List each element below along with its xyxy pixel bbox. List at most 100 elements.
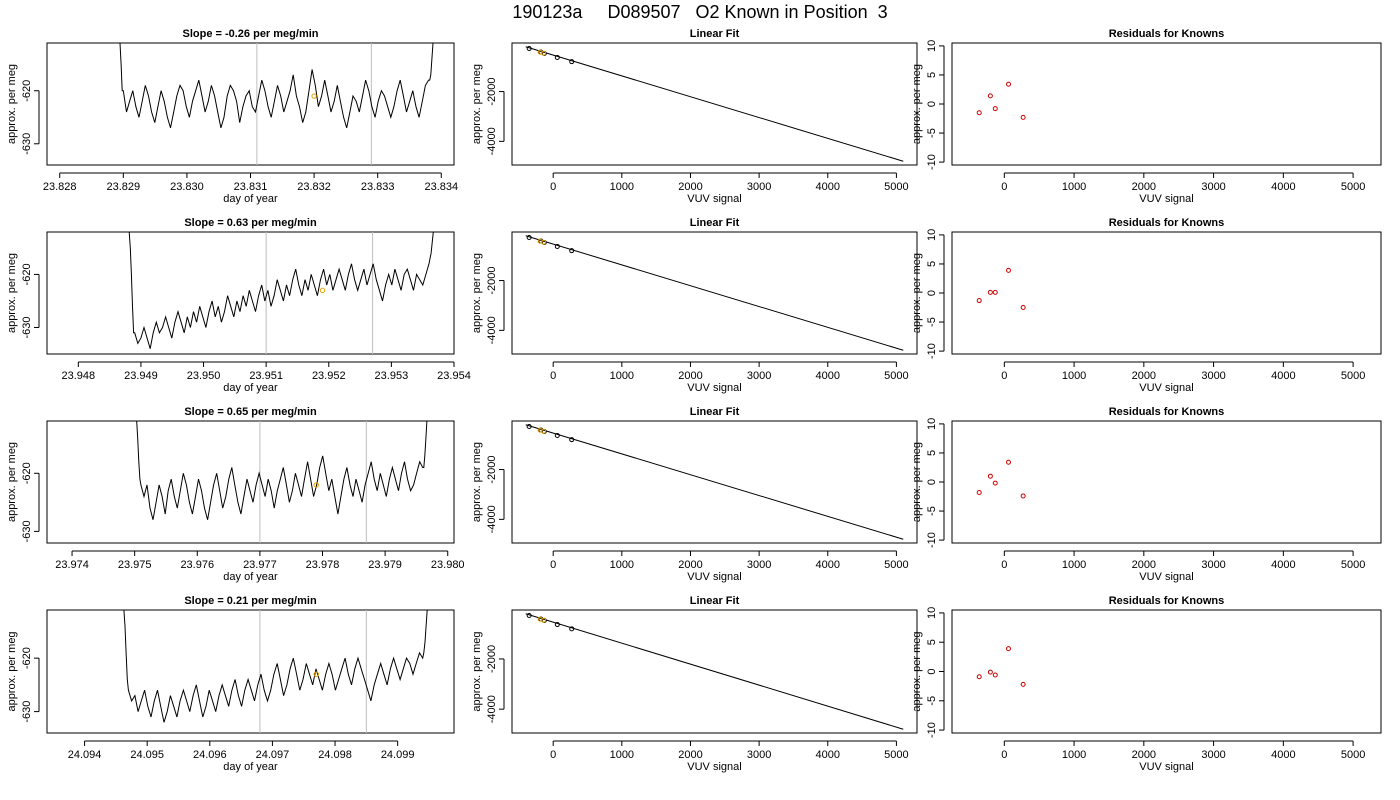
x-tick-label: 23.976 <box>180 559 214 571</box>
x-axis-label: VUV signal <box>1139 382 1193 394</box>
fit-line <box>525 613 904 730</box>
plot-area <box>976 81 1026 120</box>
x-tick-label: 23.980 <box>431 559 465 571</box>
y-axis-label: approx. per meg <box>911 631 923 711</box>
plot-area <box>525 234 904 351</box>
x-tick-label: 3000 <box>1201 749 1225 761</box>
y-tick-label: 5 <box>926 450 938 456</box>
plot-frame <box>46 42 455 166</box>
y-tick-label: 5 <box>926 639 938 645</box>
x-tick-label: 23.829 <box>106 181 140 193</box>
x-tick-label: 23.833 <box>361 181 395 193</box>
x-tick-label: 23.832 <box>297 181 331 193</box>
x-axis-label: day of year <box>223 382 278 394</box>
x-tick-label: 5000 <box>884 370 908 382</box>
residual-point <box>992 289 998 295</box>
data-point <box>569 437 575 443</box>
plot-frame <box>511 420 918 544</box>
panel-title: Residuals for Knowns <box>1109 595 1225 607</box>
residual-point <box>992 480 998 486</box>
y-tick-label: -630 <box>21 520 33 542</box>
x-tick-label: 24.099 <box>381 749 415 761</box>
data-point <box>554 622 560 628</box>
x-tick-label: 3000 <box>747 749 771 761</box>
panel-title: Linear Fit <box>690 217 740 229</box>
y-axis-label: approx. per meg <box>6 64 18 144</box>
residual-point <box>1020 493 1026 499</box>
y-axis-label: approx. per meg <box>6 631 18 711</box>
residual-point <box>987 669 993 675</box>
residual-point <box>1020 305 1026 311</box>
x-tick-label: 23.979 <box>368 559 402 571</box>
x-tick-label: 5000 <box>1341 559 1365 571</box>
plot-area <box>123 610 428 733</box>
panel-12: Residuals for Knowns 0 1000 2000 3000 4000 500… <box>911 595 1382 773</box>
x-tick-label: 5000 <box>884 559 908 571</box>
panel-title: Linear Fit <box>690 595 740 607</box>
y-tick-label: 0 <box>926 668 938 674</box>
y-tick-label: 10 <box>926 418 938 430</box>
panel-title: Residuals for Knowns <box>1109 406 1225 418</box>
panel-6: Residuals for Knowns 0 1000 2000 3000 4000 500… <box>911 217 1382 394</box>
x-tick-label: 0 <box>550 370 556 382</box>
x-axis-label: day of year <box>223 193 278 205</box>
x-tick-label: 23.974 <box>55 559 89 571</box>
y-tick-label: -620 <box>21 80 33 102</box>
x-tick-label: 1000 <box>610 370 634 382</box>
y-axis-label: approx. per meg <box>471 64 483 144</box>
x-tick-label: 3000 <box>747 181 771 193</box>
x-tick-label: 4000 <box>816 181 840 193</box>
x-tick-label: 23.978 <box>306 559 340 571</box>
known-marker <box>313 671 319 677</box>
data-trace <box>128 232 434 349</box>
panel-3: Residuals for Knowns 0 1000 2000 3000 4000 500… <box>911 28 1382 205</box>
y-tick-label: -5 <box>926 696 938 706</box>
plot-area <box>525 613 904 730</box>
x-tick-label: 1000 <box>1062 749 1086 761</box>
x-tick-label: 0 <box>1001 370 1007 382</box>
y-axis-label: approx. per meg <box>6 253 18 333</box>
y-tick-label: 10 <box>926 607 938 619</box>
y-axis-label: approx. per meg <box>911 253 923 333</box>
plot-frame <box>511 609 918 734</box>
plot-frame <box>511 231 918 355</box>
data-point <box>569 248 575 254</box>
x-axis-label: VUV signal <box>687 761 741 773</box>
x-tick-label: 2000 <box>678 749 702 761</box>
x-axis-label: day of year <box>223 571 278 583</box>
plot-area <box>525 45 904 162</box>
x-tick-label: 1000 <box>1062 370 1086 382</box>
residual-point <box>992 106 998 112</box>
plot-area <box>128 232 434 354</box>
x-tick-label: 5000 <box>884 749 908 761</box>
figure-title: 190123a D089507 O2 Known in Position 3 <box>512 2 888 22</box>
residual-point <box>1006 646 1012 652</box>
y-tick-label: 0 <box>926 290 938 296</box>
plot-frame <box>951 42 1382 166</box>
x-axis-label: VUV signal <box>687 193 741 205</box>
data-point <box>526 45 532 51</box>
x-tick-label: 2000 <box>1132 559 1156 571</box>
known-point <box>541 428 547 434</box>
y-tick-label: 0 <box>926 101 938 107</box>
x-tick-label: 2000 <box>678 559 702 571</box>
residual-point <box>976 110 982 116</box>
y-tick-label: -5 <box>926 506 938 516</box>
x-tick-label: 2000 <box>1132 749 1156 761</box>
x-tick-label: 0 <box>1001 749 1007 761</box>
panel-title: Linear Fit <box>690 406 740 418</box>
panel-10: Slope = 0.21 per meg/min 24.094 24.095 24.0… <box>6 595 455 773</box>
panel-title: Linear Fit <box>690 28 740 40</box>
x-axis-label: VUV signal <box>687 382 741 394</box>
x-tick-label: 23.950 <box>187 370 221 382</box>
panel-8: Linear Fit 0 1000 2000 3000 4000 5000 VUV signa… <box>471 406 918 583</box>
x-tick-label: 2000 <box>1132 181 1156 193</box>
x-tick-label: 23.975 <box>118 559 152 571</box>
y-tick-label: -10 <box>926 532 938 548</box>
known-marker <box>311 93 317 99</box>
x-tick-label: 5000 <box>1341 181 1365 193</box>
x-axis-label: VUV signal <box>1139 193 1193 205</box>
y-axis-label: approx. per meg <box>6 442 18 522</box>
panel-1: Slope = -0.26 per meg/min 23.828 23.829 23.… <box>6 28 458 205</box>
y-axis-label: approx. per meg <box>471 253 483 333</box>
